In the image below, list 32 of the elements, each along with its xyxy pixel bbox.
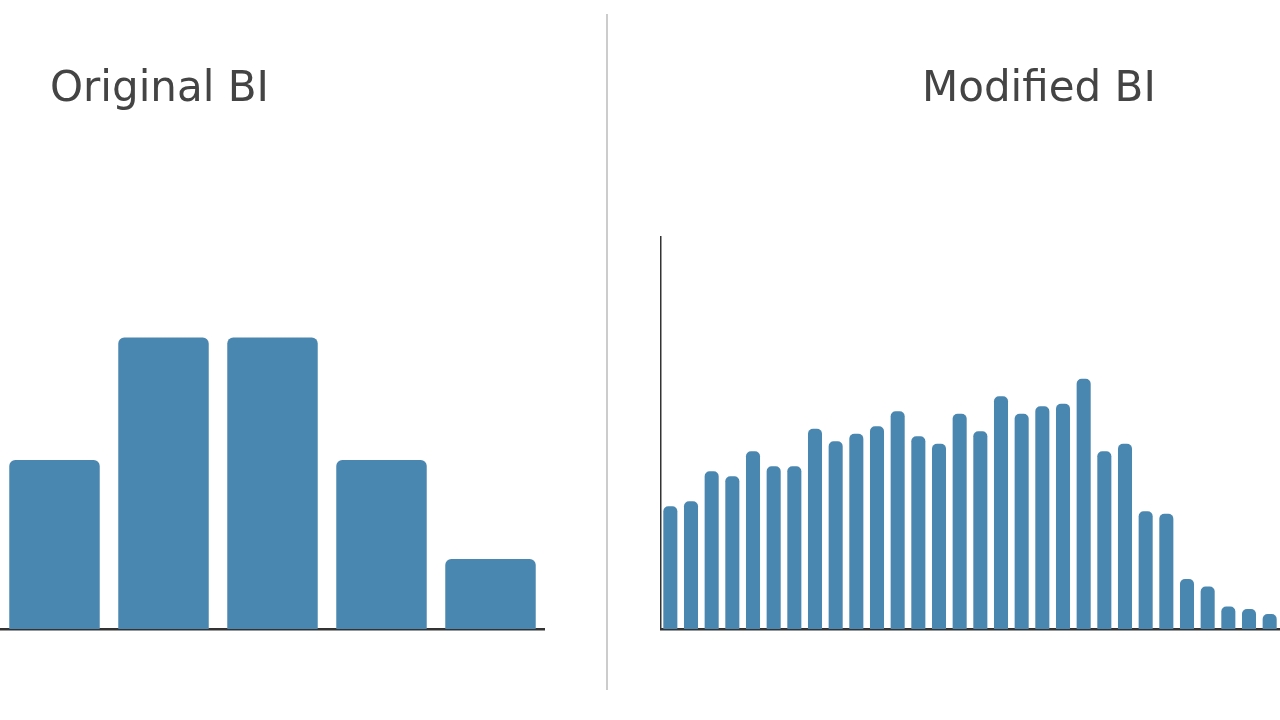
bar: [704, 471, 719, 629]
bar: [725, 476, 740, 629]
bar: [683, 501, 699, 629]
bar: [1055, 403, 1071, 629]
bar: [1097, 451, 1112, 629]
bar: [663, 506, 678, 629]
bar: [1221, 606, 1236, 629]
bar: [869, 426, 885, 629]
bar: [787, 466, 802, 629]
bar: [993, 396, 1009, 629]
bar: [1035, 406, 1050, 629]
bar: [1138, 511, 1153, 629]
bar: [1117, 443, 1133, 629]
bar: [973, 431, 988, 629]
bar: [1014, 413, 1029, 629]
bar: [849, 433, 864, 629]
bar: [890, 411, 905, 629]
bar: [931, 443, 947, 629]
bar: [952, 413, 967, 629]
bar: [1262, 613, 1277, 629]
bar: [1200, 586, 1215, 629]
bar: [1179, 578, 1195, 629]
bar: [807, 428, 823, 629]
bar: [911, 436, 926, 629]
bar: [745, 451, 761, 629]
bar: [1076, 378, 1091, 629]
bar: [1159, 513, 1174, 629]
chart-title: Original BI: [50, 62, 269, 111]
bar: [766, 466, 781, 629]
bar: [1241, 608, 1257, 629]
bar: [828, 441, 843, 629]
chart-title: Modified BI: [922, 62, 1156, 111]
